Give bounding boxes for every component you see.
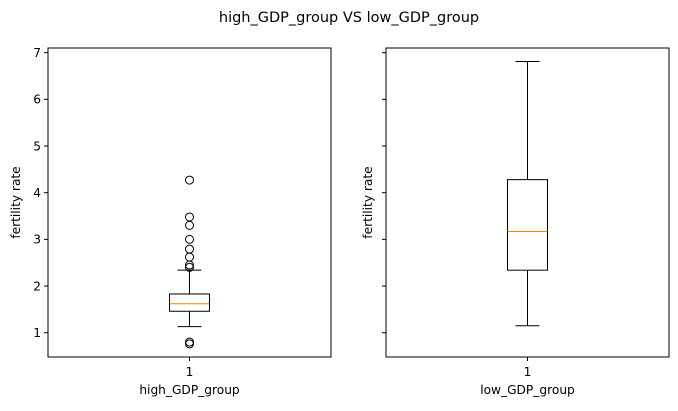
y-axis-label: fertility rate (9, 166, 23, 238)
x-tick-label: 1 (186, 365, 194, 379)
chart-panel-low-gdp: 1 low_GDP_group fertility rate (361, 47, 670, 397)
outlier-point (185, 262, 194, 272)
outlier-point (185, 252, 194, 262)
y-axis-label: fertility rate (361, 166, 375, 238)
x-axis-label: high_GDP_group (139, 383, 240, 397)
figure-title: high_GDP_group VS low_GDP_group (219, 10, 479, 26)
outlier-point (185, 234, 194, 244)
y-tick-label: 7 (33, 46, 41, 60)
x-axis-label: low_GDP_group (480, 383, 575, 397)
chart-panel-high-gdp: 1 2 3 4 5 6 7 1 high_GDP_group fertility rate (9, 46, 332, 397)
iqr-box (507, 179, 548, 271)
y-tick-label: 4 (33, 186, 41, 200)
axes-frame (47, 47, 332, 358)
y-tick-label: 6 (33, 93, 41, 107)
outlier-point (185, 339, 194, 349)
y-tick-label: 2 (33, 279, 41, 293)
outlier-point (185, 175, 194, 185)
iqr-box (169, 293, 210, 312)
outlier-point (185, 244, 194, 254)
y-tick-label: 3 (33, 233, 41, 247)
y-tick-label: 1 (33, 326, 41, 340)
outlier-point (185, 337, 194, 347)
outlier-point (185, 212, 194, 222)
x-tick-label: 1 (524, 365, 532, 379)
outlier-point (185, 220, 194, 230)
y-tick-label: 5 (33, 139, 41, 153)
